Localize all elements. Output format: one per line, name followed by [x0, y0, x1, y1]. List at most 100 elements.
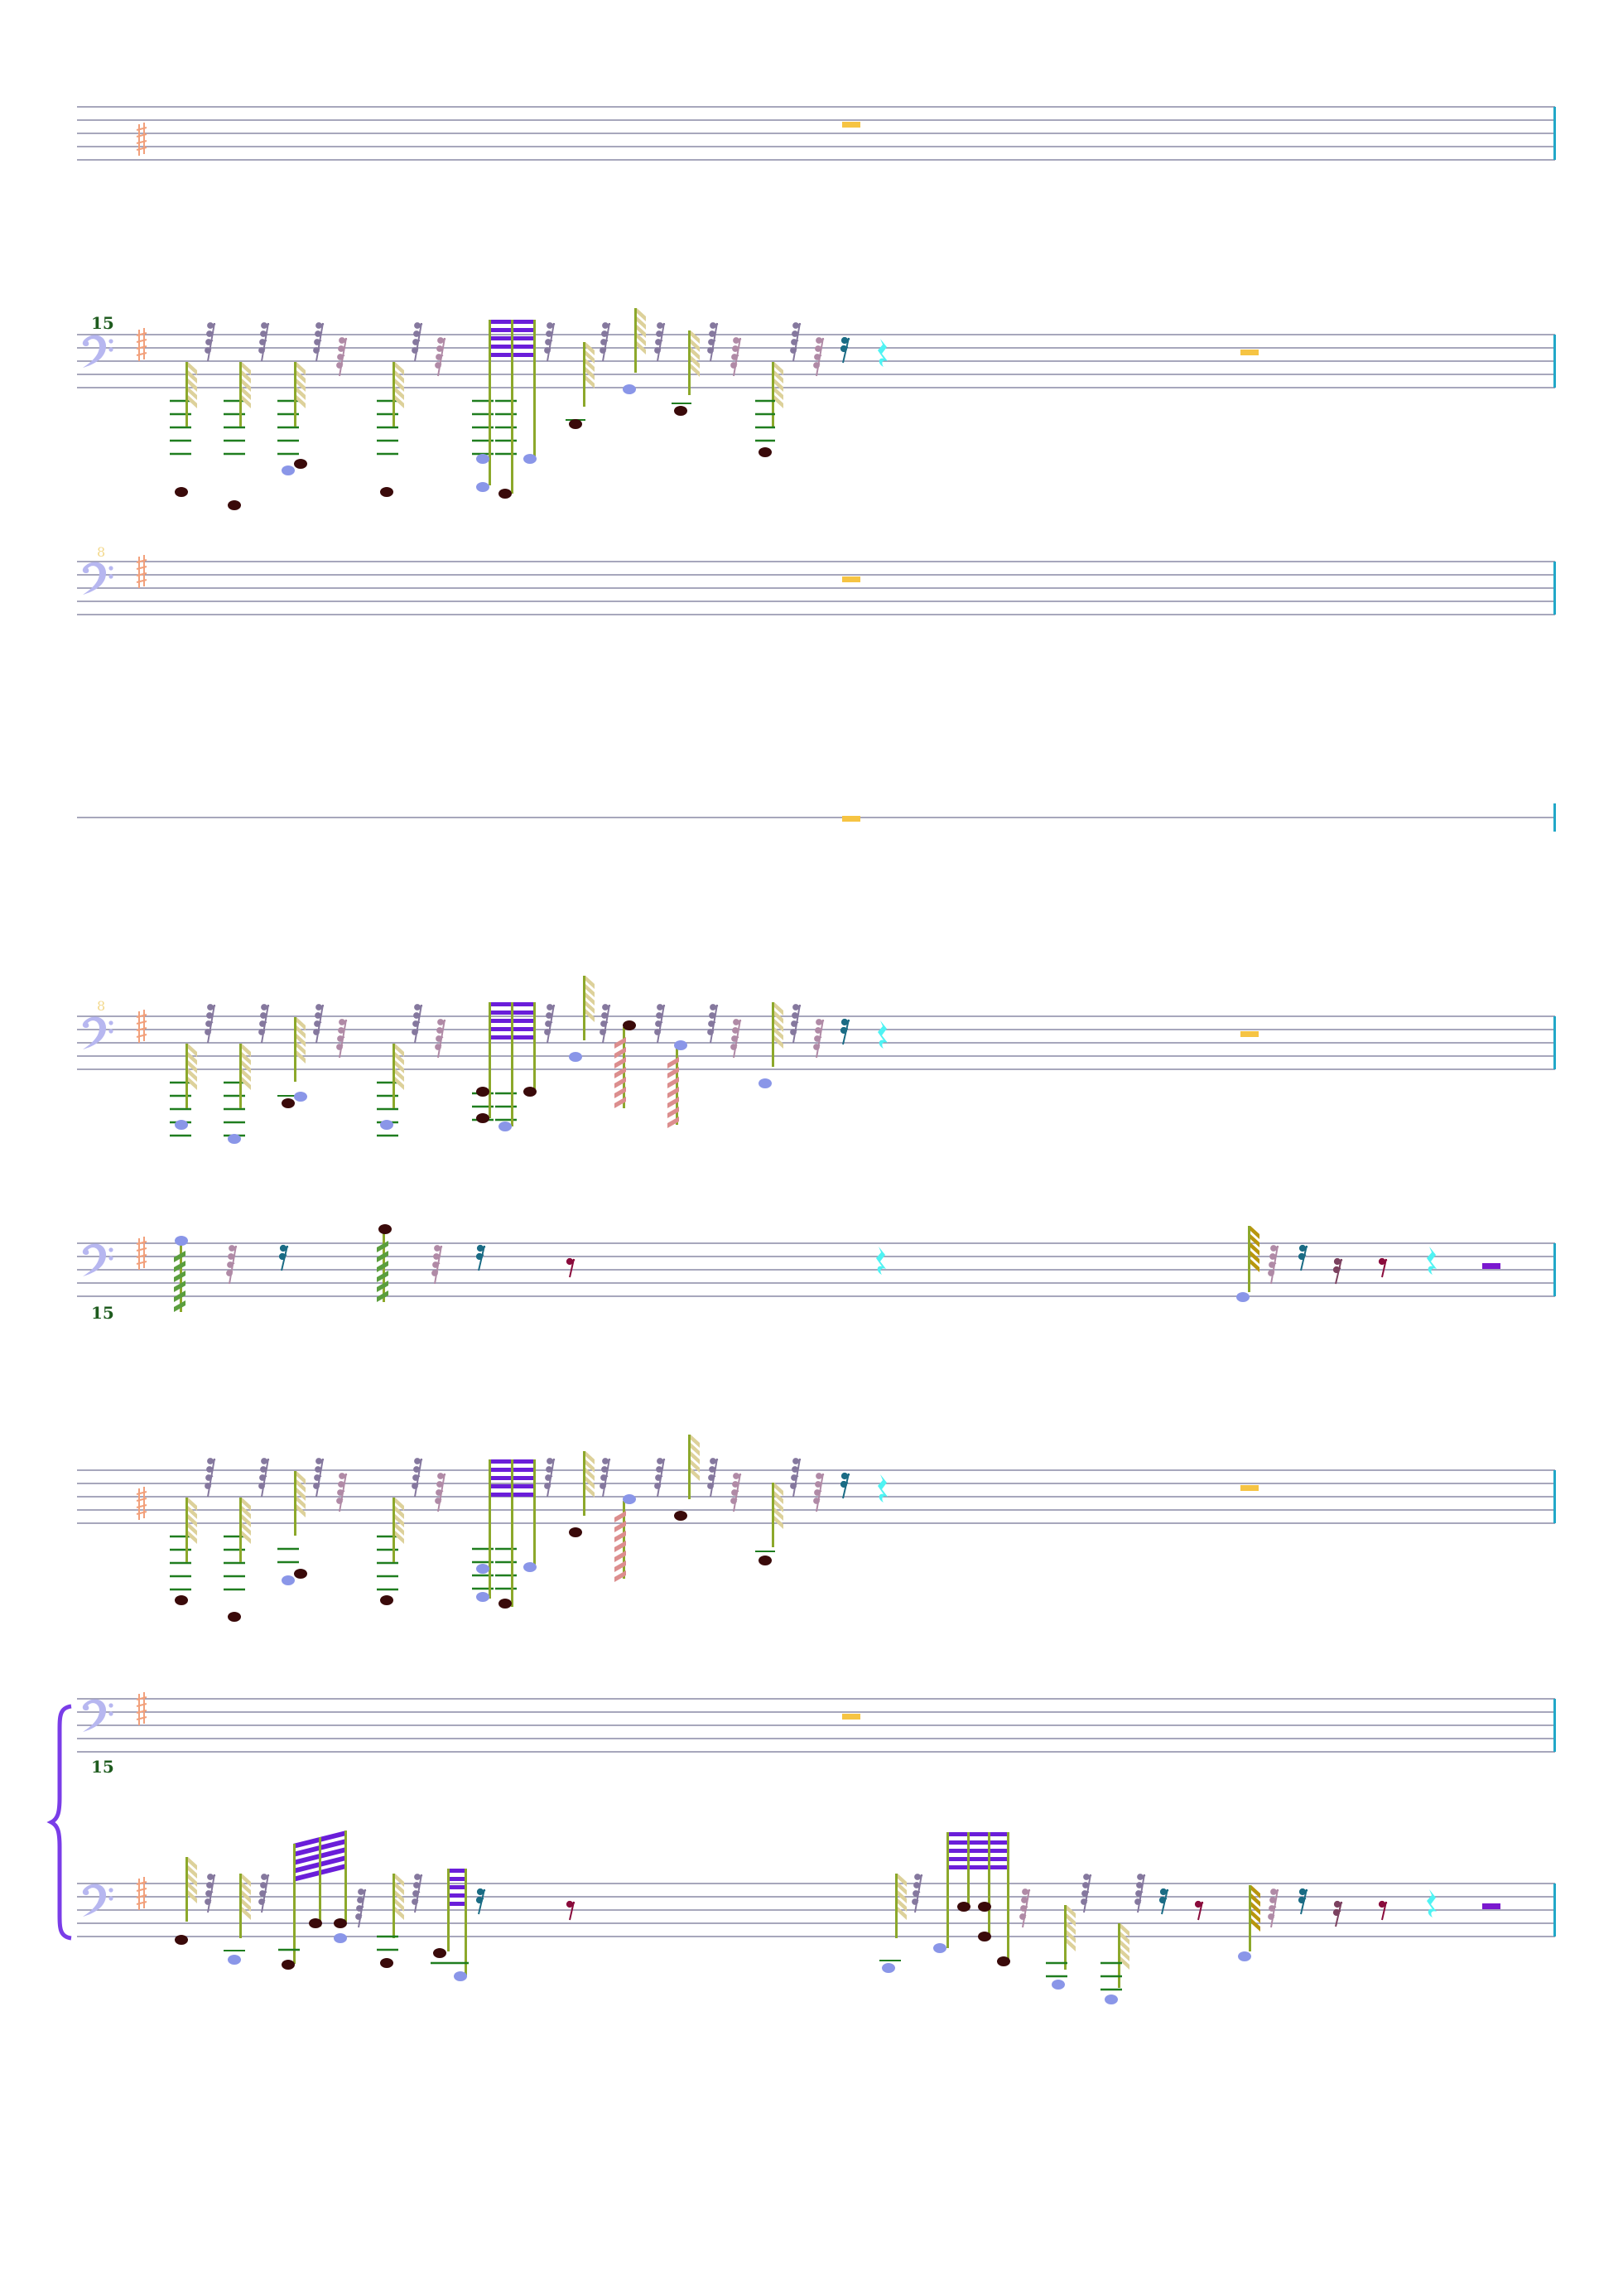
ledger-lines — [222, 1535, 247, 1591]
flagged-stem — [294, 1017, 306, 1082]
barline — [1553, 562, 1556, 615]
bass-clef-icon — [82, 1884, 113, 1917]
flagged-stem — [393, 1044, 404, 1108]
ledger-lines — [755, 399, 775, 442]
note-head — [228, 500, 241, 510]
note-head — [294, 1569, 307, 1579]
barline — [1553, 1016, 1556, 1069]
beamed-group — [472, 1459, 537, 1609]
flagged-stem — [772, 362, 783, 427]
note-head — [380, 1595, 393, 1605]
ledger-lines — [168, 399, 193, 456]
ledger-lines — [375, 1535, 400, 1591]
flagged-stem — [583, 342, 595, 407]
flagged-stem — [185, 1044, 197, 1108]
flagged-stem — [583, 1451, 595, 1516]
sharp-sign-icon — [136, 1705, 147, 1726]
ledger-lines — [1100, 1961, 1122, 1991]
flagged-stem — [772, 1002, 783, 1067]
beamed-group — [472, 1002, 537, 1131]
sharp-sign-icon — [136, 1009, 147, 1030]
note-head — [1105, 1995, 1118, 2004]
whole-rest-icon — [842, 576, 860, 582]
staff-lines — [77, 1698, 1555, 1753]
sharp-sign-icon — [136, 340, 147, 362]
staff-lines — [77, 1015, 1555, 1070]
sharp-sign-icon — [136, 1876, 147, 1898]
staff-lines — [77, 106, 1555, 161]
note-head — [569, 419, 582, 429]
note-head — [282, 465, 295, 475]
system-4 — [77, 803, 1556, 832]
note-head — [759, 447, 772, 457]
flagged-stem — [294, 1471, 306, 1536]
ledger-lines — [277, 1095, 299, 1097]
bass-clef-icon — [82, 562, 113, 595]
tremolo-note — [614, 1494, 636, 1582]
sharp-sign-icon — [136, 1889, 147, 1911]
ledger-lines — [377, 1935, 398, 1951]
barline — [1553, 1884, 1556, 1937]
note-head — [380, 1120, 393, 1130]
note-head — [882, 1963, 895, 1973]
flagged-stem — [393, 362, 404, 427]
note-head — [674, 1511, 687, 1521]
flagged-stem — [772, 1483, 783, 1547]
barline — [1553, 803, 1556, 832]
note-head — [380, 487, 393, 497]
flagged-stem — [294, 362, 306, 427]
note-head — [175, 487, 188, 497]
note-head — [674, 406, 687, 416]
whole-rest-icon — [1240, 350, 1259, 355]
note-head — [759, 1556, 772, 1565]
barline — [1553, 335, 1556, 388]
beamed-group — [470, 320, 537, 499]
tremolo-note — [377, 1224, 392, 1302]
system-3: 8 — [77, 544, 1556, 615]
flagged-note — [1236, 1226, 1259, 1302]
bass-clef-icon — [82, 335, 113, 368]
bass-clef-icon — [82, 1016, 113, 1049]
sharp-sign-icon — [136, 1236, 147, 1257]
flagged-stem — [1064, 1905, 1076, 1970]
bass-clef-icon — [82, 1243, 113, 1276]
sharp-sign-icon — [136, 1022, 147, 1044]
ledger-lines — [375, 399, 400, 456]
rest-group — [204, 321, 888, 377]
sharp-sign-icon — [136, 1691, 147, 1713]
note-head — [759, 1078, 772, 1088]
system-6: 15 — [77, 1224, 1556, 1323]
note-head — [569, 1052, 582, 1062]
flagged-stem — [185, 1857, 197, 1922]
ledger-lines — [672, 403, 691, 404]
note-head — [228, 1134, 241, 1144]
note-head — [294, 1092, 307, 1102]
ledger-lines — [494, 399, 518, 456]
sharp-sign-icon — [136, 122, 147, 143]
measure-number: 15 — [91, 313, 114, 333]
half-rest-icon — [1482, 1903, 1500, 1909]
ledger-lines — [222, 399, 247, 456]
whole-rest-icon — [842, 816, 860, 822]
note-head — [1052, 1980, 1065, 1990]
flagged-stem — [634, 308, 646, 373]
whole-rest-icon — [842, 122, 860, 128]
staff-lines — [77, 1242, 1555, 1297]
system-7 — [77, 1435, 1556, 1622]
note-head — [623, 384, 636, 394]
flagged-stem — [239, 1498, 251, 1562]
sharp-sign-icon — [136, 327, 147, 349]
staff-lines — [77, 1883, 1555, 1937]
note-head — [228, 1955, 241, 1965]
note-head — [294, 459, 307, 469]
sharp-sign-icon — [136, 1249, 147, 1271]
system-2: 15 — [77, 308, 1556, 510]
staff-lines — [77, 1469, 1555, 1524]
sharp-sign-icon — [136, 554, 147, 576]
flagged-stem — [185, 362, 197, 427]
system-1 — [77, 106, 1556, 161]
flagged-stem — [185, 1498, 197, 1562]
whole-rest-icon — [1240, 1485, 1259, 1491]
rest-group — [204, 1003, 888, 1059]
flagged-stem — [583, 976, 595, 1040]
